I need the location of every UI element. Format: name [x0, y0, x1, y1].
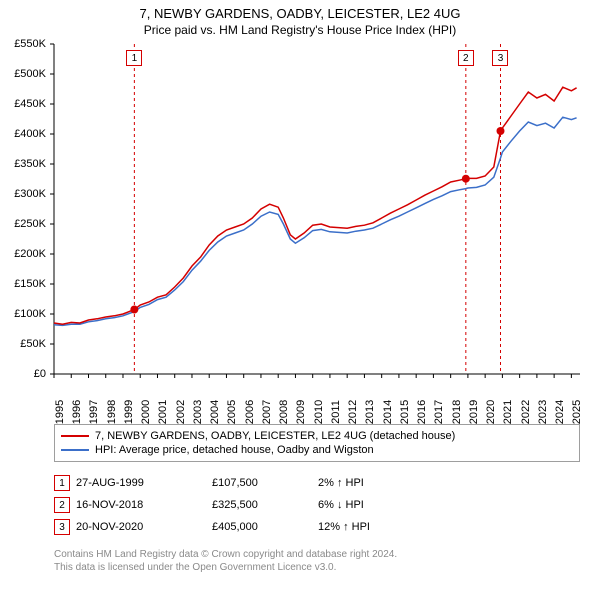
event-badge: 2 — [54, 497, 70, 513]
y-tick-label: £300K — [14, 188, 46, 200]
x-tick-label: 2010 — [313, 400, 325, 424]
y-axis-labels: £0£50K£100K£150K£200K£250K£300K£350K£400… — [0, 44, 50, 374]
y-tick-label: £450K — [14, 98, 46, 110]
y-tick-label: £100K — [14, 308, 46, 320]
legend-swatch — [61, 435, 89, 437]
y-tick-label: £500K — [14, 68, 46, 80]
event-price: £325,500 — [212, 499, 312, 511]
page-container: 7, NEWBY GARDENS, OADBY, LEICESTER, LE2 … — [0, 0, 600, 590]
legend-row: 7, NEWBY GARDENS, OADBY, LEICESTER, LE2 … — [61, 429, 573, 443]
chart-badge-3: 3 — [492, 50, 508, 66]
x-tick-label: 1995 — [54, 400, 66, 424]
y-tick-label: £400K — [14, 128, 46, 140]
x-tick-label: 2025 — [571, 400, 583, 424]
x-tick-label: 2009 — [295, 400, 307, 424]
x-tick-label: 2017 — [433, 400, 445, 424]
x-tick-label: 2018 — [451, 400, 463, 424]
y-tick-label: £350K — [14, 158, 46, 170]
x-tick-label: 2011 — [330, 400, 342, 424]
y-tick-label: £200K — [14, 248, 46, 260]
chart-area: 1 2 3 — [54, 44, 580, 374]
event-price: £107,500 — [212, 477, 312, 489]
event-hpi-delta: 6% ↓ HPI — [318, 499, 364, 511]
x-tick-label: 2013 — [364, 400, 376, 424]
y-tick-label: £550K — [14, 38, 46, 50]
x-tick-label: 2002 — [175, 400, 187, 424]
attribution-line2: This data is licensed under the Open Gov… — [54, 561, 580, 574]
x-axis-labels: 1995199619971998199920002001200220032004… — [54, 378, 580, 418]
y-tick-label: £150K — [14, 278, 46, 290]
page-title: 7, NEWBY GARDENS, OADBY, LEICESTER, LE2 … — [0, 6, 600, 21]
x-tick-label: 2022 — [520, 400, 532, 424]
x-tick-label: 1998 — [106, 400, 118, 424]
event-hpi-delta: 2% ↑ HPI — [318, 477, 364, 489]
legend: 7, NEWBY GARDENS, OADBY, LEICESTER, LE2 … — [54, 424, 580, 462]
x-tick-label: 2008 — [278, 400, 290, 424]
x-tick-label: 1997 — [88, 400, 100, 424]
chart-svg — [49, 42, 585, 380]
event-badge: 3 — [54, 519, 70, 535]
events-table: 1 27-AUG-1999 £107,500 2% ↑ HPI 2 16-NOV-2018… — [54, 472, 580, 538]
x-tick-label: 2003 — [192, 400, 204, 424]
event-row: 2 16-NOV-2018 £325,500 6% ↓ HPI — [54, 494, 580, 516]
chart-badge-1: 1 — [126, 50, 142, 66]
attribution: Contains HM Land Registry data © Crown c… — [54, 548, 580, 574]
x-tick-label: 2015 — [399, 400, 411, 424]
x-tick-label: 2023 — [537, 400, 549, 424]
event-date: 20-NOV-2020 — [76, 521, 206, 533]
x-tick-label: 1999 — [123, 400, 135, 424]
page-subtitle: Price paid vs. HM Land Registry's House … — [0, 23, 600, 37]
x-tick-label: 2016 — [416, 400, 428, 424]
legend-row: HPI: Average price, detached house, Oadb… — [61, 443, 573, 457]
x-tick-label: 2024 — [554, 400, 566, 424]
event-row: 1 27-AUG-1999 £107,500 2% ↑ HPI — [54, 472, 580, 494]
y-tick-label: £0 — [34, 368, 46, 380]
event-hpi-delta: 12% ↑ HPI — [318, 521, 370, 533]
x-tick-label: 2021 — [502, 400, 514, 424]
x-tick-label: 2004 — [209, 400, 221, 424]
attribution-line1: Contains HM Land Registry data © Crown c… — [54, 548, 580, 561]
x-tick-label: 2020 — [485, 400, 497, 424]
event-price: £405,000 — [212, 521, 312, 533]
chart-badge-2: 2 — [458, 50, 474, 66]
x-tick-label: 2012 — [347, 400, 359, 424]
legend-label: HPI: Average price, detached house, Oadb… — [95, 444, 374, 456]
x-tick-label: 2007 — [261, 400, 273, 424]
event-date: 16-NOV-2018 — [76, 499, 206, 511]
y-tick-label: £250K — [14, 218, 46, 230]
titles: 7, NEWBY GARDENS, OADBY, LEICESTER, LE2 … — [0, 0, 600, 37]
x-tick-label: 1996 — [71, 400, 83, 424]
event-row: 3 20-NOV-2020 £405,000 12% ↑ HPI — [54, 516, 580, 538]
y-tick-label: £50K — [20, 338, 46, 350]
event-badge: 1 — [54, 475, 70, 491]
x-tick-label: 2019 — [468, 400, 480, 424]
x-tick-label: 2000 — [140, 400, 152, 424]
legend-label: 7, NEWBY GARDENS, OADBY, LEICESTER, LE2 … — [95, 430, 455, 442]
x-tick-label: 2014 — [382, 400, 394, 424]
event-date: 27-AUG-1999 — [76, 477, 206, 489]
legend-swatch — [61, 449, 89, 451]
x-tick-label: 2001 — [157, 400, 169, 424]
x-tick-label: 2005 — [226, 400, 238, 424]
x-tick-label: 2006 — [244, 400, 256, 424]
